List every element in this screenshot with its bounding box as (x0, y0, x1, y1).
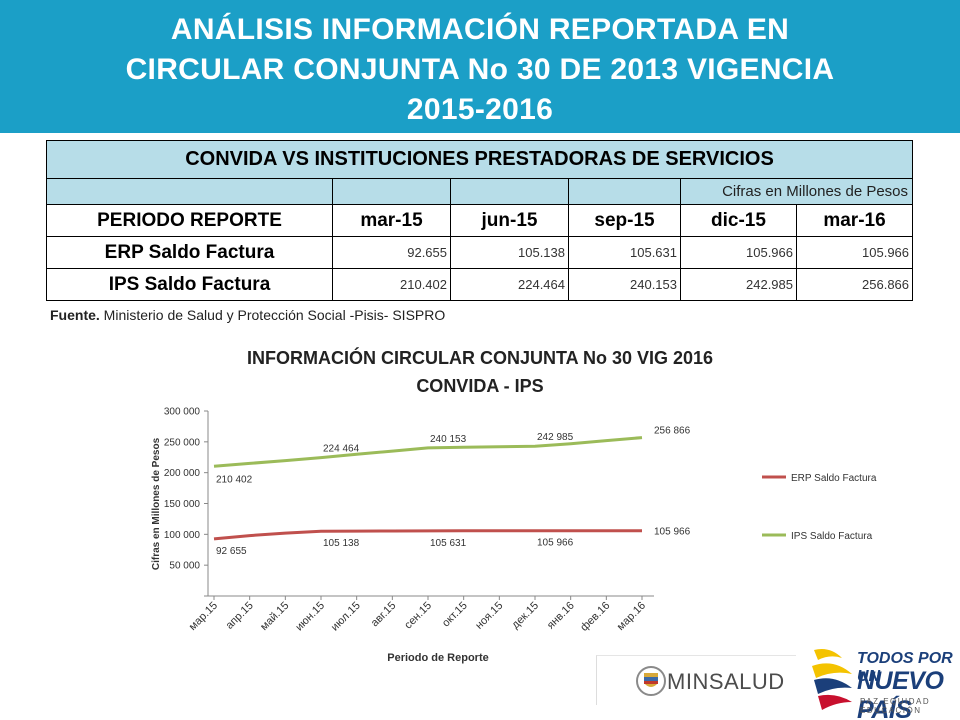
chart-title-line-2: CONVIDA - IPS (416, 376, 544, 396)
series-line (213, 529, 642, 541)
slide-title-line-3: 2015-2016 (406, 93, 554, 126)
y-tick-label: 100 000 (164, 530, 201, 541)
table-cell: 105.631 (568, 236, 681, 269)
table-cell: 92.655 (332, 236, 451, 269)
table-cell: 105.966 (680, 236, 797, 269)
source-label: Fuente. (50, 307, 100, 323)
x-tick-label: май.15 (258, 600, 291, 633)
header-period: mar-15 (332, 204, 451, 237)
table-row-ips: IPS Saldo Factura 210.402 224.464 240.15… (46, 268, 914, 301)
slide-title-line-1: ANÁLISIS INFORMACIÓN REPORTADA EN (170, 13, 790, 46)
units-cell-empty (332, 178, 451, 205)
x-tick-label: янв.16 (545, 600, 577, 632)
colombia-shield-icon (636, 666, 666, 696)
todos-por-un-nuevo-pais-logo: TODOS POR UN NUEVO PAÍS PAZ EQUIDAD EDUC… (808, 640, 960, 720)
minsalud-wordmark: MINSALUD (667, 669, 785, 694)
table-title: CONVIDA VS INSTITUCIONES PRESTADORAS DE … (45, 140, 914, 179)
table-units-row: Cifras en Millones de Pesos (46, 178, 914, 205)
x-tick-label: мар.16 (615, 600, 648, 633)
y-tick-label: 300 000 (164, 407, 201, 418)
data-label: 105 138 (323, 538, 360, 549)
table-title-row: CONVIDA VS INSTITUCIONES PRESTADORAS DE … (45, 140, 914, 179)
y-tick-label: 50 000 (169, 561, 200, 572)
x-tick-label: фев.16 (578, 600, 612, 634)
colombia-flag-swoosh-icon (812, 649, 852, 710)
logo-line-nuevo-pais: NUEVO PAÍS (857, 667, 944, 720)
legend-label: ERP Saldo Factura (791, 473, 877, 484)
x-tick-label: апр.15 (224, 600, 256, 632)
header-period: mar-16 (795, 204, 914, 237)
x-tick-label: июн.15 (293, 600, 327, 634)
logo-line-todos-por-un: TODOS POR UN (857, 650, 953, 685)
x-tick-label: авг.15 (369, 600, 399, 630)
table-cell: 224.464 (450, 268, 569, 301)
data-label: 105 966 (654, 527, 691, 538)
x-tick-label: сен.15 (402, 600, 434, 632)
title-banner: ANÁLISIS INFORMACIÓN REPORTADA EN CIRCUL… (0, 0, 960, 133)
table-units-note: Cifras en Millones de Pesos (679, 178, 914, 205)
comparison-table: CONVIDA VS INSTITUCIONES PRESTADORAS DE … (45, 140, 914, 301)
units-cell-empty (450, 178, 569, 205)
slide-title-line-2: CIRCULAR CONJUNTA No 30 DE 2013 VIGENCIA (125, 53, 835, 86)
table-row-erp: ERP Saldo Factura 92.655 105.138 105.631… (46, 236, 914, 269)
minsalud-logo: MINSALUD (596, 655, 796, 705)
y-tick-label: 250 000 (164, 437, 201, 448)
logo-line-paz-equidad-educacion: PAZ EQUIDAD EDUCACIÓN (860, 697, 931, 715)
y-tick-label: 150 000 (164, 499, 201, 510)
x-axis-title: Periodo de Reporte (387, 652, 488, 664)
chart-title-line-1: INFORMACIÓN CIRCULAR CONJUNTA No 30 VIG … (246, 348, 714, 368)
legend-label: IPS Saldo Factura (791, 531, 873, 542)
header-period: sep-15 (568, 204, 681, 237)
x-tick-label: ноя.15 (473, 600, 505, 632)
table-cell: 105.966 (795, 236, 914, 269)
data-label: 224 464 (323, 444, 360, 455)
data-label: 240 153 (430, 434, 467, 445)
data-label: 256 866 (654, 426, 691, 437)
chart-title: INFORMACIÓN CIRCULAR CONJUNTA No 30 VIG … (150, 344, 810, 400)
x-tick-label: июл.15 (329, 600, 363, 634)
table-cell: 240.153 (568, 268, 681, 301)
row-label: IPS Saldo Factura (46, 268, 333, 301)
source-note: Fuente. Ministerio de Salud y Protección… (50, 307, 445, 323)
data-label: 242 985 (537, 432, 574, 443)
series-line (213, 436, 643, 468)
table-cell: 256.866 (795, 268, 914, 301)
data-label: 92 655 (216, 546, 247, 557)
units-cell-empty (46, 178, 333, 205)
y-tick-label: 200 000 (164, 468, 201, 479)
x-tick-label: дек.15 (510, 600, 542, 632)
data-label: 105 631 (430, 538, 467, 549)
y-axis-title: Cifras en Millones de Pesos (151, 437, 162, 570)
x-tick-label: мар.15 (187, 600, 220, 633)
table-cell: 242.985 (680, 268, 797, 301)
data-label: 210 402 (216, 474, 253, 485)
x-tick-label: окт.15 (440, 600, 470, 630)
data-label: 105 966 (537, 538, 574, 549)
source-text: Ministerio de Salud y Protección Social … (103, 307, 446, 323)
